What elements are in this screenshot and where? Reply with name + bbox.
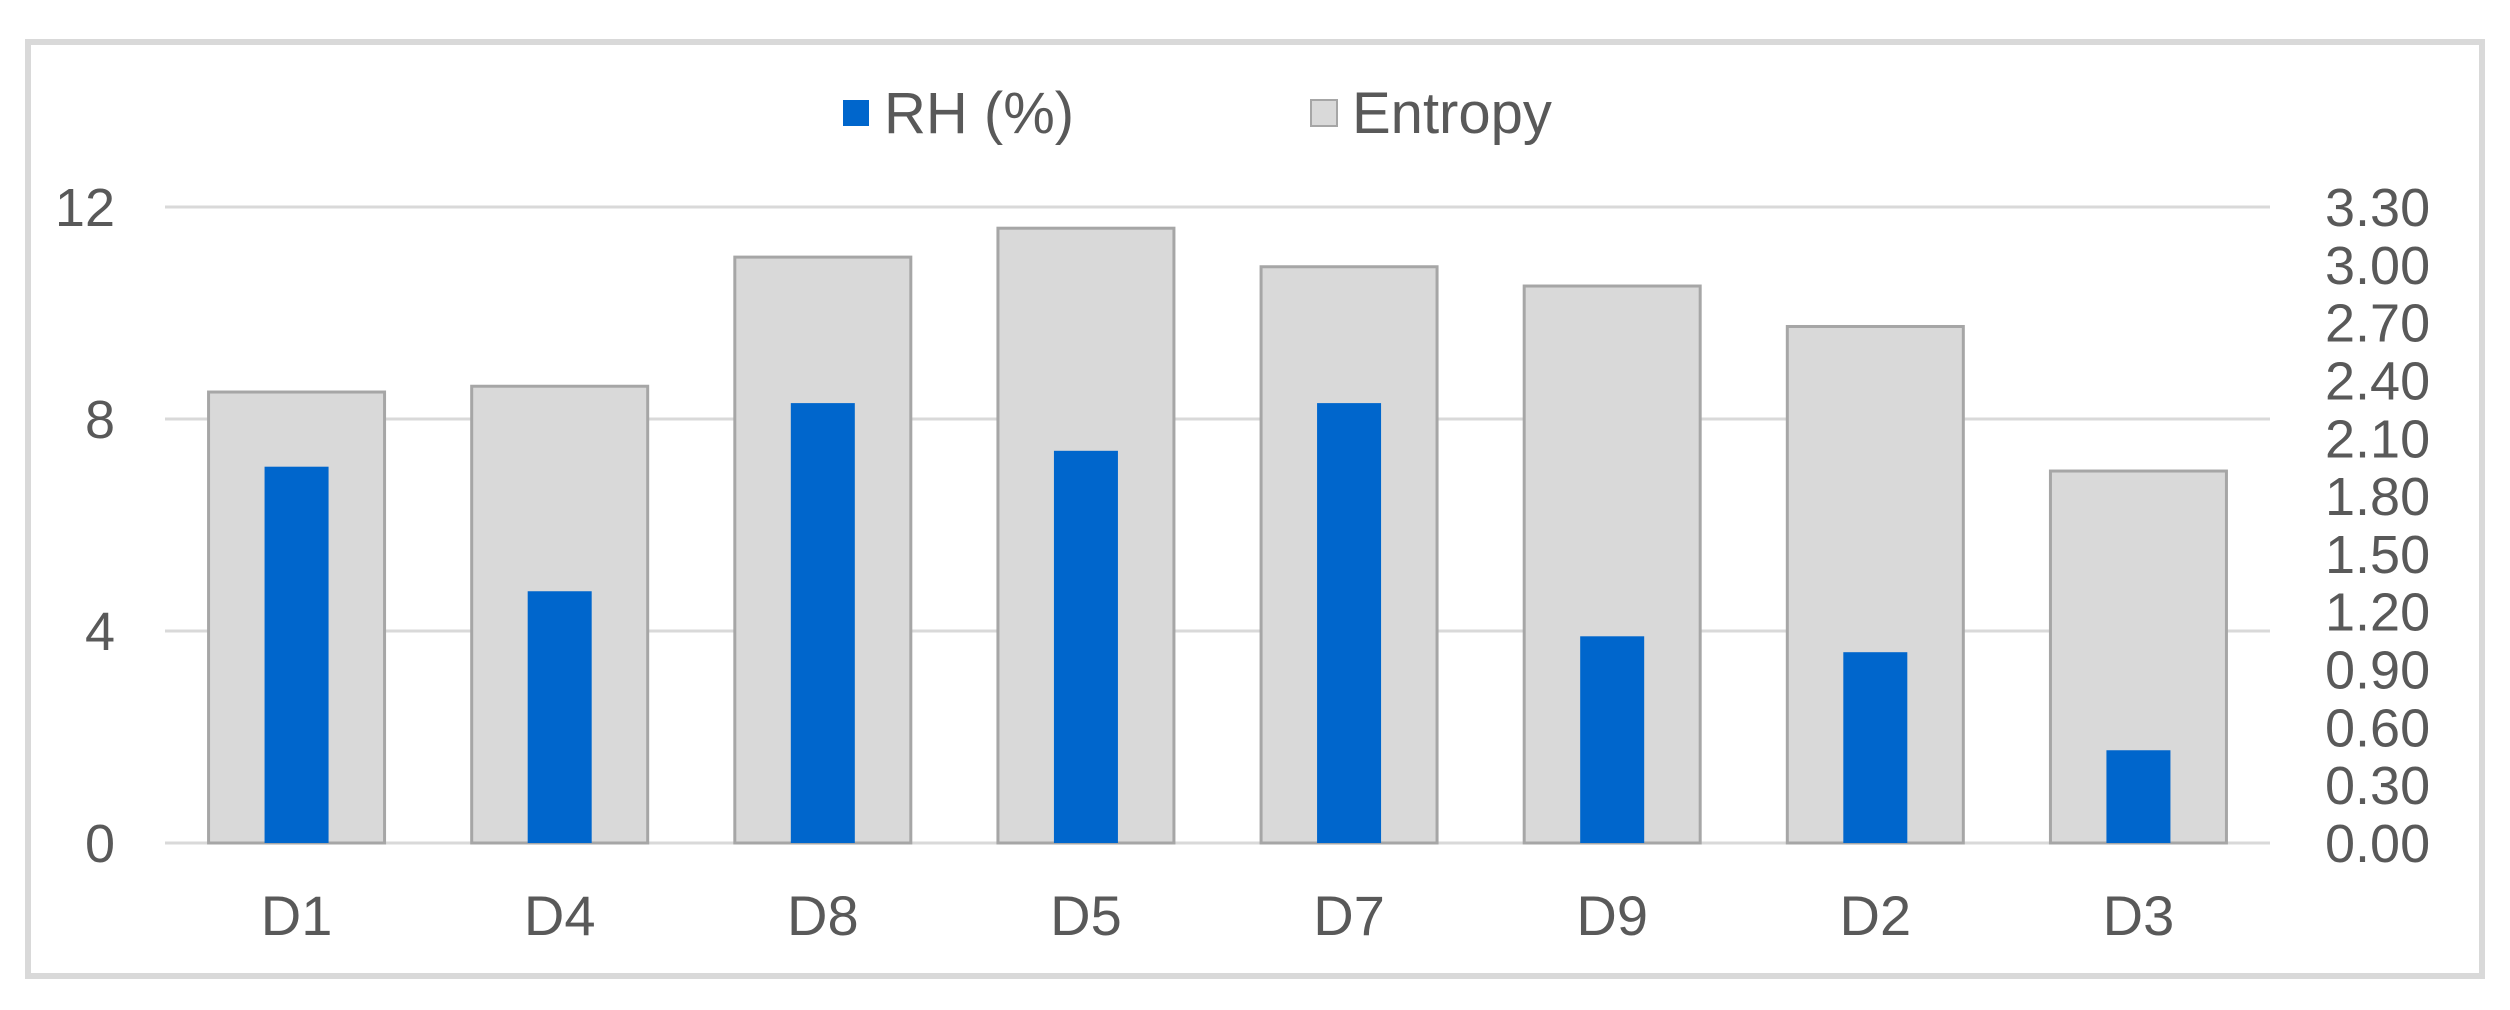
right-tick-label: 0.60 [2325, 698, 2430, 758]
right-tick-label: 1.80 [2325, 467, 2430, 527]
right-tick-label: 2.70 [2325, 294, 2430, 354]
left-axis: 0 4 8 12 [55, 178, 115, 874]
right-tick-label: 0.90 [2325, 641, 2430, 701]
rh-bar-d4 [527, 591, 592, 843]
entropy-bar-d9 [1522, 284, 1702, 845]
rh-bar-d2 [1843, 652, 1908, 843]
rh-series [264, 403, 2171, 843]
legend-label-entropy: Entropy [1352, 81, 1552, 146]
right-tick-label: 0.00 [2325, 814, 2430, 874]
legend-swatch-entropy [1310, 99, 1338, 127]
rh-bar-d9 [1580, 636, 1645, 843]
category-label-d5: D5 [1050, 884, 1122, 947]
rh-bar-d5 [1053, 450, 1118, 843]
category-label-d4: D4 [524, 884, 596, 947]
rh-bar-d8 [790, 403, 855, 843]
right-tick-label: 2.40 [2325, 351, 2430, 411]
category-label-d2: D2 [1840, 884, 1912, 947]
rh-bar-d1 [264, 466, 329, 843]
right-tick-label: 0.30 [2325, 756, 2430, 816]
x-axis: D1 D4 D8 D5 D7 D9 D2 D3 [261, 884, 2174, 947]
right-axis: 0.000.300.600.901.201.501.802.102.402.70… [2325, 178, 2430, 874]
category-label-d7: D7 [1313, 884, 1385, 947]
right-tick-label: 2.10 [2325, 409, 2430, 469]
category-label-d3: D3 [2103, 884, 2175, 947]
category-label-d9: D9 [1576, 884, 1648, 947]
legend-swatch-rh [843, 100, 869, 126]
rh-bar-d3 [2106, 750, 2171, 843]
left-tick-label: 4 [85, 602, 115, 662]
right-tick-label: 3.30 [2325, 178, 2430, 238]
left-tick-label: 8 [85, 390, 115, 450]
left-tick-label: 12 [55, 178, 115, 238]
legend: RH (%) Entropy [843, 81, 1552, 146]
left-tick-label: 0 [85, 814, 115, 874]
right-tick-label: 1.50 [2325, 525, 2430, 585]
rh-bar-d7 [1317, 403, 1382, 843]
right-tick-label: 1.20 [2325, 583, 2430, 643]
right-tick-label: 3.00 [2325, 236, 2430, 296]
category-label-d1: D1 [261, 884, 333, 947]
category-label-d8: D8 [787, 884, 859, 947]
legend-label-rh: RH (%) [884, 81, 1074, 146]
